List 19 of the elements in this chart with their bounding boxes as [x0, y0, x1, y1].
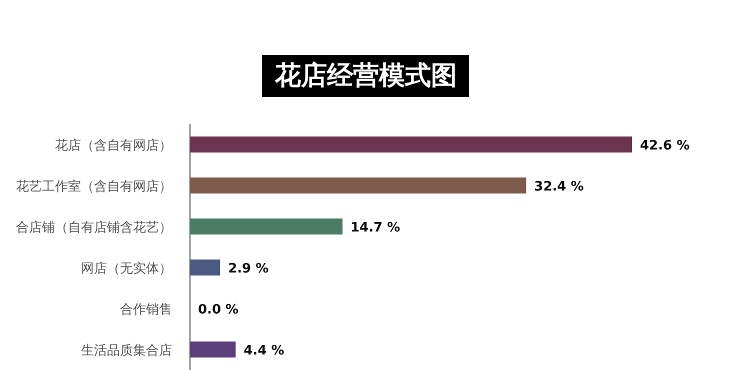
- bar: [190, 218, 343, 234]
- y-tick-label: 网店（无实体）: [81, 260, 172, 276]
- y-tick-label: 花店（含自有网店）: [55, 138, 172, 154]
- data-label: 4.4 %: [244, 344, 284, 358]
- bar: [190, 260, 220, 276]
- data-label: 32.4 %: [534, 180, 584, 194]
- data-label: 14.7 %: [350, 220, 400, 236]
- y-tick-label: 合店铺（自有店铺含花艺）: [16, 220, 172, 236]
- y-tick-label: 生活品质集合店: [81, 342, 172, 358]
- bar: [190, 178, 526, 194]
- data-label: 2.9 %: [228, 262, 269, 276]
- bar: [190, 136, 632, 152]
- y-tick-label: 花艺工作室（含自有网店）: [16, 178, 172, 194]
- title: 花店经营模式图: [262, 55, 469, 97]
- chart-title: 花店经营模式图: [274, 61, 457, 91]
- data-label: 42.6 %: [640, 138, 690, 154]
- bar: [190, 342, 236, 358]
- data-label: 0.0 %: [198, 302, 239, 318]
- y-tick-label: 合作销售: [120, 302, 172, 318]
